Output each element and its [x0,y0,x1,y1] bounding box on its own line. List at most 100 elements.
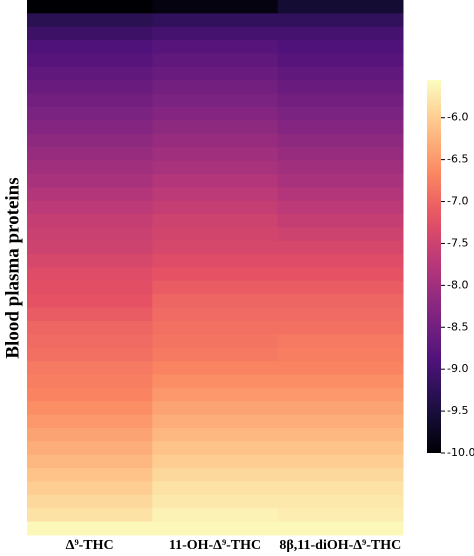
colorbar-tick-label: -7.0 [447,195,468,208]
heatmap-cell [152,107,279,121]
heatmap-cell [152,294,279,309]
heatmap-cell [277,200,404,215]
heatmap-cell [27,40,153,54]
heatmap-cell [27,401,153,416]
heatmap-cell [27,254,153,268]
heatmap-cell [27,441,153,456]
heatmap-cell [277,93,404,108]
heatmap-cell [277,374,404,389]
heatmap-cell [152,200,279,215]
heatmap-cell [27,494,153,509]
colorbar-tick-label: -6.0 [447,111,468,124]
heatmap-cell [152,361,279,375]
heatmap-cell [277,508,404,523]
heatmap-cell [152,214,279,228]
heatmap-cell [277,307,404,322]
heatmap-cell [277,160,404,175]
x-tick-label: Δ⁹-THC [66,538,114,553]
heatmap-cell [152,414,279,429]
heatmap-cell [277,0,404,14]
heatmap-cell [277,40,404,54]
heatmap-cell [27,468,153,482]
heatmap-cell [277,494,404,509]
heatmap-cell [152,254,279,268]
heatmap-cell [27,481,153,496]
heatmap-cell [277,401,404,416]
heatmap-cell [27,80,153,95]
heatmap-cell [277,66,404,81]
heatmap-cell [277,107,404,121]
heatmap-cell [277,387,404,402]
y-axis-label: Blood plasma proteins [2,177,23,358]
heatmap-cell [152,187,279,202]
heatmap-cell [152,80,279,95]
heatmap-cell [27,508,153,523]
heatmap-cell [277,481,404,496]
heatmap-cell [27,414,153,429]
heatmap-cell [27,387,153,402]
heatmap-cell [152,93,279,108]
heatmap-cell [27,214,153,228]
heatmap-cell [277,133,404,148]
heatmap-cell [27,454,153,469]
heatmap-cell [27,521,153,536]
heatmap-cell [27,321,153,335]
heatmap-cell [277,173,404,188]
heatmap-cell [152,321,279,335]
heatmap-cell [152,267,279,282]
heatmap-cell [27,307,153,322]
heatmap-cell [27,133,153,148]
heatmap-cell [27,147,153,161]
heatmap-cell [152,147,279,161]
colorbar [427,80,441,453]
heatmap-cell [277,53,404,68]
heatmap-cell [27,361,153,375]
heatmap-cell [277,321,404,335]
heatmap-cell [27,227,153,242]
heatmap-cell [277,414,404,429]
heatmap-cell [27,267,153,282]
heatmap-cell [152,26,279,41]
heatmap-cell [152,481,279,496]
heatmap-cell [277,120,404,135]
heatmap-cell [277,361,404,375]
heatmap-cell [27,240,153,255]
heatmap-cell [277,254,404,268]
heatmap-cell [152,280,279,295]
heatmap-cell [27,334,153,349]
heatmap-cell [152,401,279,416]
heatmap-cell [277,80,404,95]
heatmap-cell [152,334,279,349]
colorbar-tick-label: -8.5 [447,320,468,333]
heatmap-cell [152,428,279,442]
heatmap-cell [152,387,279,402]
heatmap-cell [277,468,404,482]
colorbar-tick-label: -6.5 [447,153,468,166]
heatmap-cell [27,13,153,28]
heatmap-cell [277,521,404,536]
heatmap-cell [27,120,153,135]
x-tick-label: 11-OH-Δ⁹-THC [169,538,261,553]
heatmap-cell [152,521,279,536]
colorbar-tick-label: -7.5 [447,236,468,249]
heatmap-cell [152,13,279,28]
heatmap-cell [152,53,279,68]
colorbar-tick-label: -9.5 [447,404,468,417]
heatmap-cell [152,227,279,242]
heatmap-cell [27,294,153,309]
heatmap-cell [27,26,153,41]
heatmap-cell [27,0,153,14]
heatmap-cell [152,160,279,175]
heatmap-cell [277,294,404,309]
heatmap-cell [27,66,153,81]
heatmap-cell [277,334,404,349]
heatmap-cell [277,441,404,456]
heatmap-cell [277,267,404,282]
colorbar-tick-label: -9.0 [447,362,468,375]
heatmap-cell [277,187,404,202]
heatmap-cell [277,13,404,28]
heatmap-cell [152,173,279,188]
heatmap-cell [27,160,153,175]
heatmap-cell [27,374,153,389]
